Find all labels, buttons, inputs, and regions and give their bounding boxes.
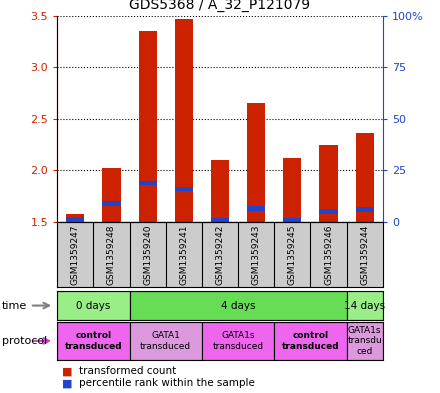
Bar bbox=[57, 291, 129, 320]
Bar bbox=[319, 145, 337, 222]
Bar bbox=[283, 158, 301, 222]
Bar bbox=[57, 322, 129, 360]
Bar bbox=[274, 322, 347, 360]
Bar bbox=[202, 322, 274, 360]
Bar bbox=[356, 208, 374, 212]
Text: transformed count: transformed count bbox=[79, 366, 176, 376]
Bar bbox=[66, 214, 84, 222]
Text: GSM1359243: GSM1359243 bbox=[252, 224, 260, 285]
Bar bbox=[347, 322, 383, 360]
Text: GSM1359245: GSM1359245 bbox=[288, 224, 297, 285]
Text: GATA1s
transduced: GATA1s transduced bbox=[213, 331, 264, 351]
Text: 4 days: 4 days bbox=[221, 301, 255, 310]
Bar bbox=[211, 218, 229, 222]
Bar bbox=[356, 133, 374, 222]
Text: control
transduced: control transduced bbox=[65, 331, 122, 351]
Bar bbox=[103, 201, 121, 206]
Bar bbox=[175, 19, 193, 222]
Bar bbox=[211, 160, 229, 222]
Bar bbox=[139, 31, 157, 222]
Title: GDS5368 / A_32_P121079: GDS5368 / A_32_P121079 bbox=[129, 0, 311, 12]
Text: GSM1359242: GSM1359242 bbox=[216, 224, 224, 285]
Text: percentile rank within the sample: percentile rank within the sample bbox=[79, 378, 255, 388]
Text: GSM1359248: GSM1359248 bbox=[107, 224, 116, 285]
Bar bbox=[129, 322, 202, 360]
Text: control
transduced: control transduced bbox=[282, 331, 339, 351]
Text: 14 days: 14 days bbox=[344, 301, 385, 310]
Bar bbox=[347, 291, 383, 320]
Bar bbox=[319, 209, 337, 214]
Text: GSM1359247: GSM1359247 bbox=[71, 224, 80, 285]
Bar bbox=[175, 187, 193, 191]
Text: ■: ■ bbox=[62, 366, 72, 376]
Text: GSM1359240: GSM1359240 bbox=[143, 224, 152, 285]
Text: GATA1
transduced: GATA1 transduced bbox=[140, 331, 191, 351]
Text: GSM1359246: GSM1359246 bbox=[324, 224, 333, 285]
Text: GSM1359241: GSM1359241 bbox=[180, 224, 188, 285]
Text: protocol: protocol bbox=[2, 336, 48, 346]
Text: ■: ■ bbox=[62, 378, 72, 388]
Bar bbox=[247, 103, 265, 222]
Text: time: time bbox=[2, 301, 27, 310]
Bar bbox=[247, 206, 265, 211]
Bar bbox=[129, 291, 347, 320]
Bar bbox=[283, 218, 301, 222]
Bar bbox=[103, 168, 121, 222]
Text: GATA1s
transdu
ced: GATA1s transdu ced bbox=[347, 326, 382, 356]
Text: 0 days: 0 days bbox=[76, 301, 110, 310]
Text: GSM1359244: GSM1359244 bbox=[360, 224, 369, 285]
Bar bbox=[139, 180, 157, 185]
Bar bbox=[66, 217, 84, 221]
